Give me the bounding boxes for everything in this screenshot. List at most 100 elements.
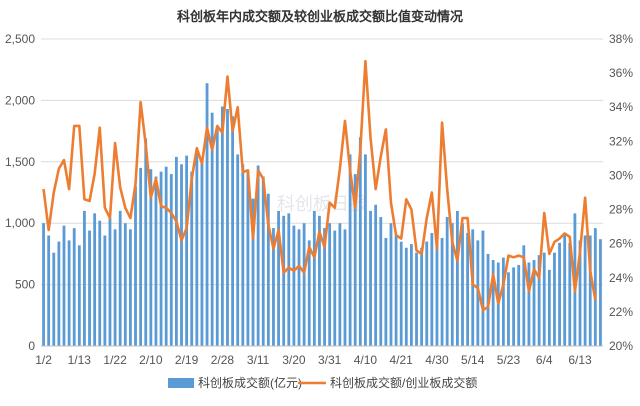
bar [563, 235, 567, 346]
x-tick-label: 3/20 [282, 353, 306, 367]
bar [139, 167, 143, 346]
bar [440, 237, 444, 346]
bar [98, 220, 102, 346]
legend-bar-swatch [168, 378, 194, 388]
bar [164, 166, 168, 346]
x-tick-label: 4/21 [390, 353, 414, 367]
bar [251, 198, 255, 346]
bar [374, 204, 378, 346]
bar [246, 171, 250, 346]
bar [83, 210, 86, 346]
bar [547, 269, 551, 346]
bar [512, 267, 515, 346]
watermark: 科创板日报 [277, 194, 367, 214]
bar [88, 230, 91, 346]
bar [461, 223, 464, 346]
bar [338, 223, 342, 346]
x-tick-label: 4/30 [425, 353, 449, 367]
bar [435, 233, 439, 346]
bar [272, 228, 275, 346]
bar [537, 255, 541, 346]
bar [205, 83, 209, 346]
x-tick-label: 1/2 [35, 353, 52, 367]
bar [364, 154, 367, 346]
x-tick-label: 1/22 [103, 353, 127, 367]
x-tick-label: 2/10 [139, 353, 163, 367]
bar [358, 137, 362, 346]
bar [578, 240, 582, 346]
bar [348, 154, 352, 346]
bar [93, 213, 97, 346]
bar [522, 245, 526, 346]
bar [149, 169, 153, 346]
bar [369, 210, 372, 346]
bar [195, 151, 199, 346]
y-right-tick-label: 32% [609, 134, 633, 148]
bar [455, 210, 459, 346]
bar [118, 210, 122, 346]
bar [527, 262, 531, 346]
bar [532, 260, 536, 346]
bar [52, 252, 56, 346]
bar [583, 235, 587, 346]
y-left-tick-label: 0 [28, 339, 35, 353]
bar [180, 164, 183, 346]
bar [215, 127, 219, 346]
bar [282, 215, 286, 346]
x-tick-label: 3/11 [247, 353, 270, 367]
y-right-tick-label: 26% [609, 237, 633, 251]
bar [353, 174, 357, 346]
bar [129, 229, 132, 346]
legend-line-label: 科创板成交额/创业板成交额 [330, 375, 477, 390]
bar [220, 106, 224, 346]
bar [307, 240, 311, 346]
bar [323, 228, 326, 346]
bar [333, 230, 337, 346]
bar [241, 164, 245, 346]
bar [471, 229, 475, 346]
y-left-tick-label: 500 [15, 278, 35, 292]
bar [425, 241, 429, 346]
bar [200, 159, 204, 346]
y-left-tick-label: 1,500 [5, 155, 35, 169]
bar [593, 228, 597, 346]
bar [420, 247, 424, 346]
x-tick-label: 4/10 [354, 353, 378, 367]
bar [67, 240, 71, 346]
bar [190, 171, 194, 346]
bar [57, 241, 61, 346]
bar [297, 229, 301, 346]
bar [312, 210, 316, 346]
y-right-tick-label: 38% [609, 32, 633, 46]
bar [501, 257, 505, 346]
x-tick-label: 3/31 [318, 353, 342, 367]
bar [399, 241, 403, 346]
x-tick-label: 5/14 [461, 353, 485, 367]
bar [507, 272, 510, 346]
bar [481, 230, 485, 346]
bar [159, 171, 163, 346]
bar [450, 223, 454, 346]
bar [343, 229, 347, 346]
bar [404, 247, 408, 346]
bar [287, 213, 291, 346]
x-tick-label: 6/4 [536, 353, 553, 367]
bar [445, 217, 449, 346]
bar [599, 239, 602, 346]
bar [292, 225, 296, 346]
bar [558, 242, 561, 346]
x-tick-label: 2/19 [175, 353, 199, 367]
bar [466, 233, 470, 346]
y-right-tick-label: 30% [609, 168, 633, 182]
bar [277, 210, 280, 346]
bar [394, 235, 398, 346]
bar [134, 186, 137, 346]
bar [266, 193, 270, 346]
chart-title: 科创板年内成交额及较创业板成交额比值变动情况 [176, 9, 463, 24]
x-tick-label: 2/28 [211, 353, 235, 367]
bar [491, 260, 495, 346]
bar [410, 244, 413, 346]
bar [261, 176, 265, 346]
bar [517, 264, 521, 346]
bar [302, 223, 306, 346]
